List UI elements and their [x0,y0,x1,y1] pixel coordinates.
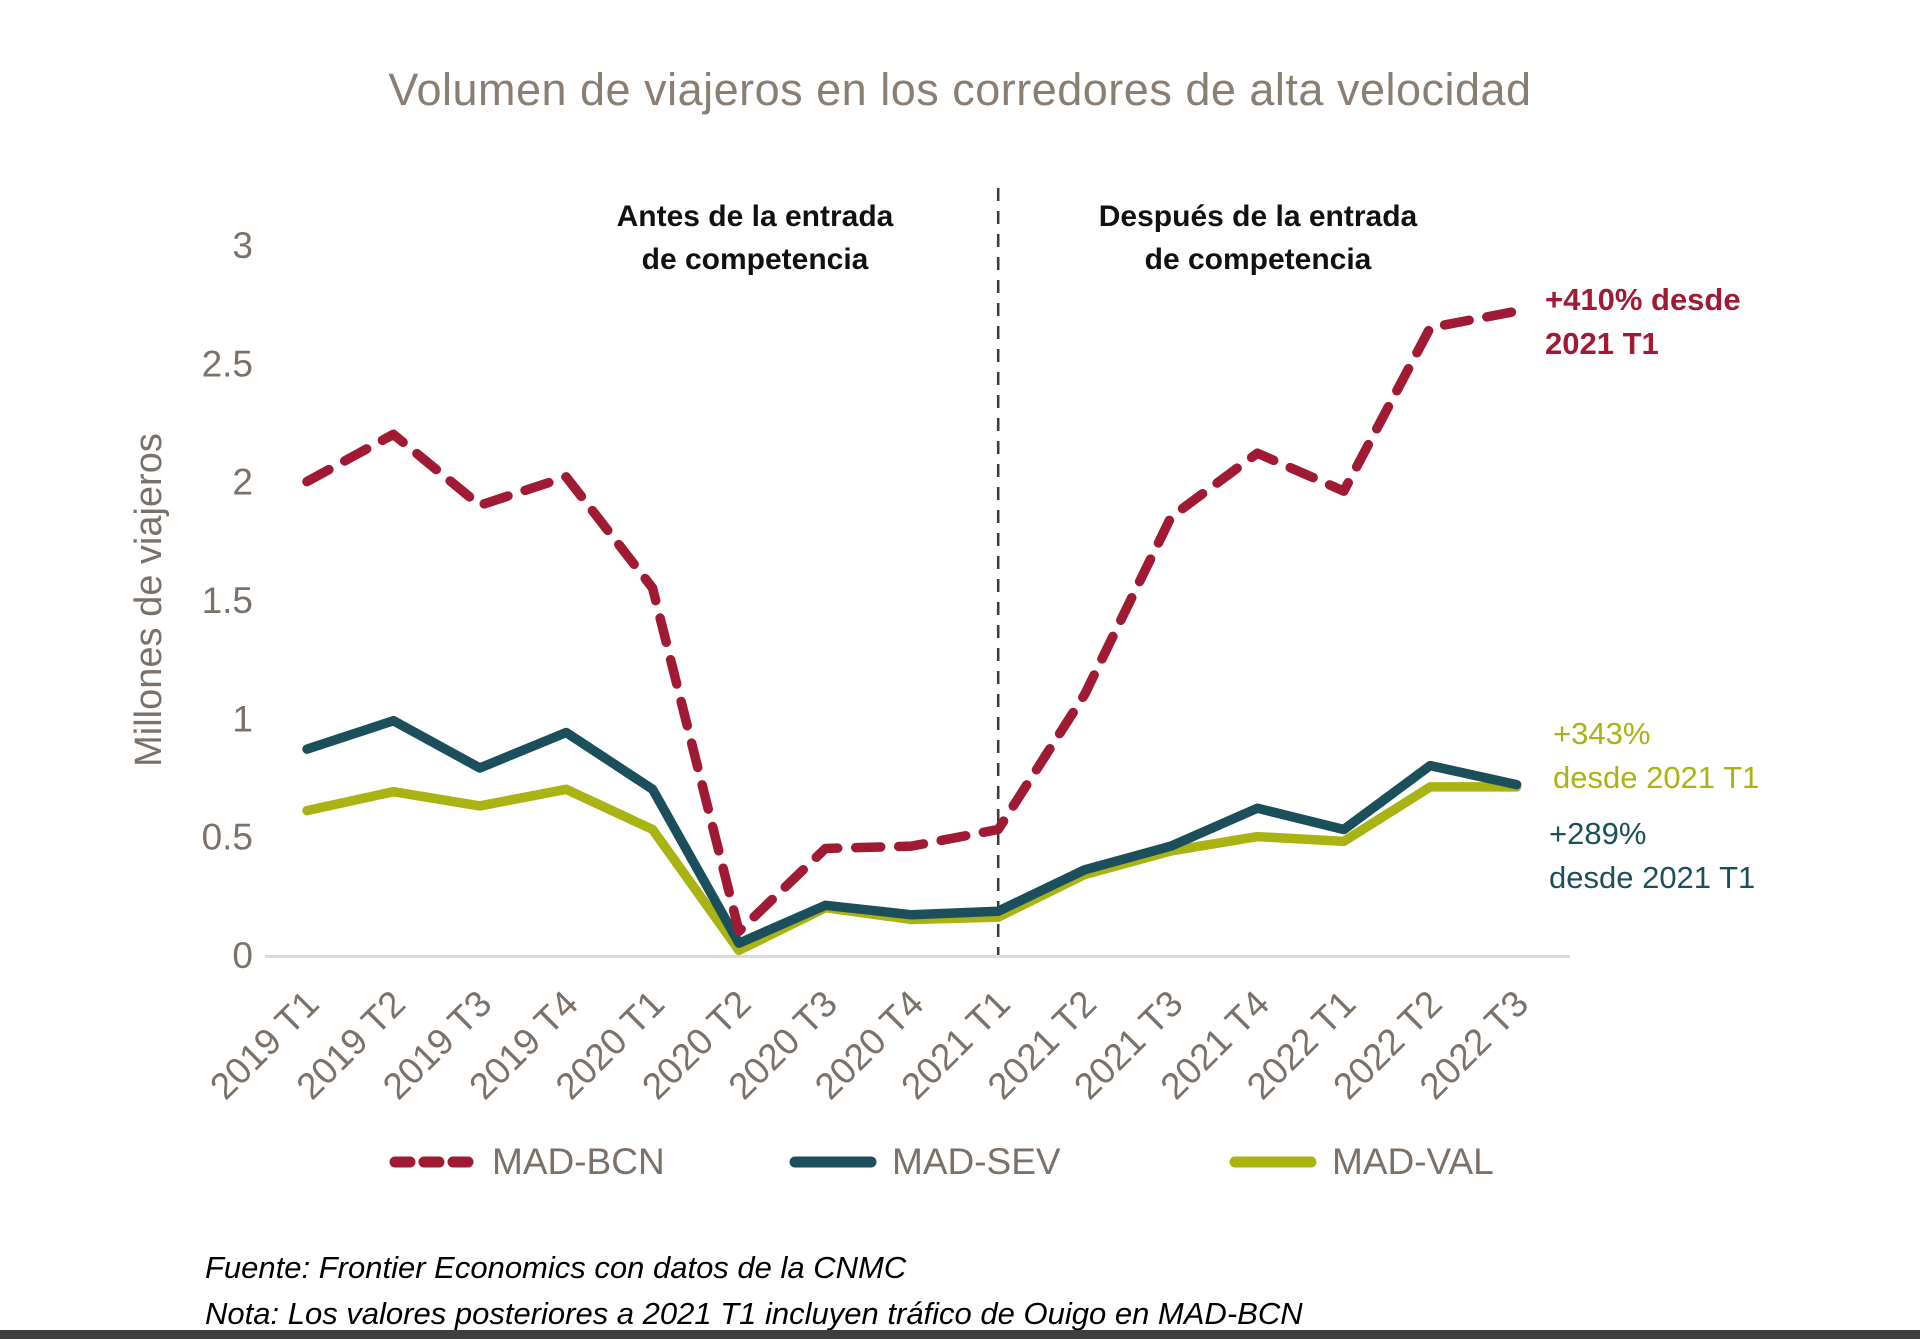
y-tick-label: 1.5 [202,580,253,621]
series-line-mad-bcn [302,306,1522,937]
series-line-mad-sev [302,715,1522,948]
legend-swatch-solid-icon [1229,1156,1317,1168]
y-tick-label: 0.5 [202,817,253,858]
annotation-after-competition: Después de la entrada de competencia [1098,200,1418,276]
annotation-before-competition: Antes de la entrada de competencia [616,200,894,276]
y-tick-label: 3 [232,225,253,266]
y-tick-label: 0 [232,935,253,976]
footer-note: Nota: Los valores posteriores a 2021 T1 … [205,1296,1303,1331]
legend-swatch-solid-icon [789,1156,877,1168]
annotation-mad-val-growth: +343% desde 2021 T1 [1553,716,1760,796]
y-tick-label: 2.5 [202,343,253,384]
y-tick-label: 2 [232,462,253,503]
annotation-mad-sev-growth: +289% desde 2021 T1 [1549,816,1756,896]
legend-swatch-dashed-icon [389,1156,477,1168]
legend-label-mad-sev: MAD-SEV [892,1141,1061,1182]
legend-item-mad-sev: MAD-SEV [788,1138,1061,1186]
legend-item-mad-val: MAD-VAL [1228,1138,1494,1186]
y-tick-label: 1 [232,698,253,739]
annotation-mad-bcn-growth: +410% desde 2021 T1 [1545,282,1741,362]
bottom-edge-bar [0,1330,1920,1339]
chart-title: Volumen de viajeros en los corredores de… [388,64,1532,115]
legend-label-mad-val: MAD-VAL [1332,1141,1494,1182]
series-line-mad-val [302,782,1522,956]
footer-source: Fuente: Frontier Economics con datos de … [205,1250,907,1285]
legend-label-mad-bcn: MAD-BCN [492,1141,665,1182]
legend-item-mad-bcn: MAD-BCN [388,1138,665,1186]
